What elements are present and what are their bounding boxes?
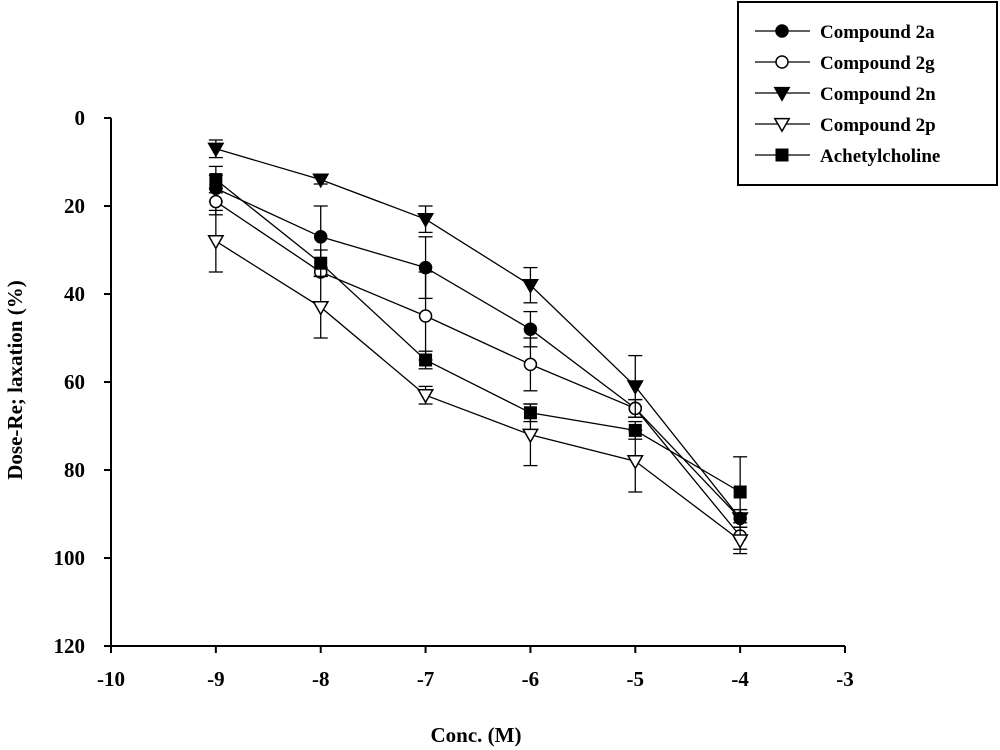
series-line <box>215 148 741 519</box>
data-point <box>209 173 223 187</box>
x-tick-label: -7 <box>417 667 435 691</box>
data-point <box>521 428 539 444</box>
series-compound-2p <box>207 209 749 555</box>
data-point <box>417 389 435 404</box>
data-point <box>523 322 538 336</box>
y-ticks: 0 20 40 60 80 100 120 <box>54 106 111 658</box>
y-axis-title: Dose-Re; laxation (%) <box>3 280 27 479</box>
data-point <box>209 194 223 209</box>
y-tick-label: 100 <box>54 546 86 570</box>
plot-area <box>207 139 749 555</box>
y-tick-label: 60 <box>64 370 85 394</box>
legend: Compound 2a Compound 2g Compound 2n Compoun… <box>737 1 998 186</box>
legend-item: Compound 2n <box>755 84 936 105</box>
data-point <box>521 279 539 294</box>
x-tick-label: -4 <box>731 667 749 691</box>
x-tick-label: -3 <box>836 667 854 691</box>
legend-label: Compound 2n <box>820 84 936 105</box>
y-tick-label: 40 <box>64 282 85 306</box>
data-point <box>733 485 747 499</box>
legend-label: Compound 2a <box>820 22 935 43</box>
data-point <box>207 142 225 158</box>
data-point <box>628 423 642 437</box>
data-point <box>523 406 537 420</box>
legend-item: Compound 2p <box>755 115 936 136</box>
x-tick-label: -6 <box>522 667 540 691</box>
data-point <box>775 55 789 69</box>
data-point <box>773 86 791 102</box>
data-point <box>314 256 328 270</box>
legend-item: Compound 2a <box>755 22 935 43</box>
data-point <box>626 380 644 396</box>
data-point <box>418 309 433 323</box>
data-point <box>312 301 330 316</box>
series-compound-2a <box>208 174 748 528</box>
data-point <box>773 117 791 133</box>
data-point <box>313 230 328 244</box>
data-point <box>523 357 538 372</box>
y-tick-label: 0 <box>75 106 86 130</box>
y-tick-label: 120 <box>54 634 86 658</box>
x-ticks: -10 -9 -8 -7 -6 -5 -4 -3 <box>97 646 854 691</box>
y-tick-label: 80 <box>64 458 85 482</box>
y-tick-label: 20 <box>64 194 85 218</box>
data-point <box>626 455 644 470</box>
legend-item: Compound 2g <box>755 53 935 74</box>
legend-item: Achetylcholine <box>755 146 940 167</box>
series-line <box>215 201 741 537</box>
data-point <box>417 213 435 228</box>
data-point <box>775 24 789 38</box>
series-compound-2n <box>207 139 749 528</box>
legend-label: Achetylcholine <box>820 146 940 167</box>
legend-label: Compound 2p <box>820 115 936 136</box>
data-point <box>775 148 789 162</box>
series-line <box>215 179 741 493</box>
series-achetylcholine <box>208 165 748 528</box>
axes: -10 -9 -8 -7 -6 -5 -4 -3 0 20 40 60 80 100 120 <box>54 106 854 691</box>
x-axis-title: Conc. (M) <box>431 723 522 747</box>
legend-label: Compound 2g <box>820 53 935 74</box>
x-tick-label: -9 <box>207 667 225 691</box>
data-point <box>419 353 433 367</box>
x-tick-label: -10 <box>97 667 125 691</box>
series-compound-2g <box>208 187 748 550</box>
x-tick-label: -5 <box>627 667 645 691</box>
data-point <box>207 235 225 250</box>
data-point <box>731 534 749 550</box>
data-point <box>312 173 330 189</box>
x-tick-label: -8 <box>312 667 330 691</box>
series-line <box>215 240 741 541</box>
series-line <box>215 187 741 519</box>
